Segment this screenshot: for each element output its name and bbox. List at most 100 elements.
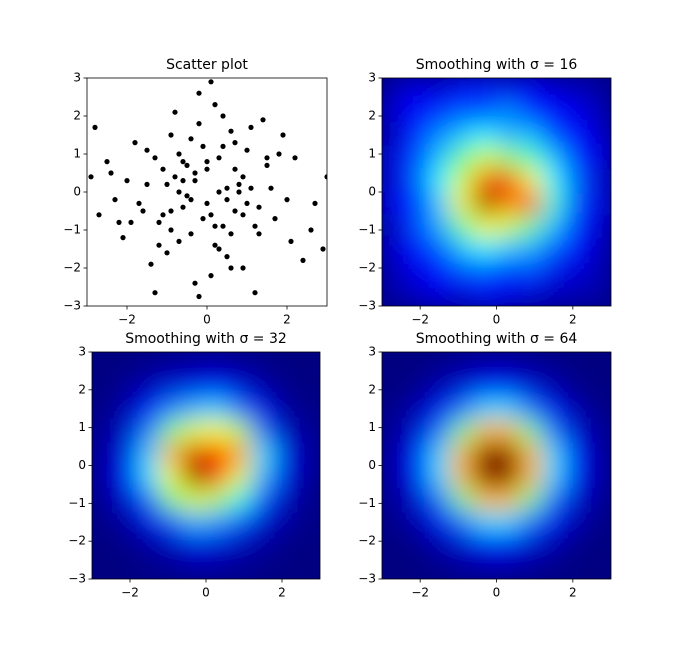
heatmap-cell: [564, 397, 589, 421]
heatmap-cell: [564, 191, 589, 216]
heatmap-cell: [427, 533, 451, 557]
point: [224, 185, 230, 191]
heatmap-cell: [382, 487, 406, 512]
heatmap-cell: [228, 556, 252, 579]
heatmap-cell: [404, 214, 429, 238]
heatmap-cell: [450, 510, 474, 534]
point: [244, 147, 250, 153]
heatmap-cell: [496, 352, 520, 375]
heatmap-cell: [496, 442, 520, 466]
heatmap-cell: [496, 260, 520, 284]
heatmap-cell: [473, 487, 497, 512]
point: [256, 204, 262, 210]
heatmap-cell: [251, 419, 275, 444]
point: [224, 254, 230, 260]
y-tick-label: 3: [73, 71, 81, 85]
point: [120, 235, 126, 241]
heatmap-cell: [473, 465, 497, 489]
heatmap-cell: [137, 533, 161, 557]
heatmap-cell: [427, 123, 451, 147]
heatmap-cell: [160, 510, 184, 534]
heatmap-cell: [496, 510, 520, 534]
point: [308, 227, 314, 233]
heatmap-cell: [182, 352, 207, 375]
heatmap-cell: [137, 442, 161, 466]
heatmap-cell: [542, 374, 566, 398]
point: [96, 212, 102, 218]
point: [192, 178, 198, 184]
heatmap-cell: [92, 397, 116, 421]
heatmap-cell: [137, 397, 161, 421]
point: [208, 79, 214, 85]
point: [224, 197, 230, 203]
heatmap-cell: [382, 123, 406, 147]
heatmap-cells: [382, 352, 611, 579]
x-tick-label: 0: [202, 586, 210, 600]
heatmap-cell: [587, 419, 611, 444]
y-tick-label: 2: [78, 382, 86, 396]
heatmap-cell: [205, 510, 230, 534]
heatmap-cell: [450, 419, 474, 444]
x-tick-label: −2: [411, 313, 429, 327]
heatmap-cell: [251, 533, 275, 557]
heatmap-cell: [404, 282, 429, 306]
heatmap-cell: [114, 397, 138, 421]
x-tick-label: −2: [411, 586, 429, 600]
heatmap-cell: [296, 465, 320, 489]
heatmap-cell: [564, 214, 589, 238]
heatmap-cell: [450, 123, 474, 147]
x-tick-label: 0: [203, 313, 211, 327]
heatmap-cell: [382, 168, 406, 193]
heatmap-cell: [427, 191, 451, 216]
heatmap-cell: [427, 146, 451, 170]
heatmap-cell: [473, 556, 497, 579]
heatmap-cell: [160, 352, 184, 375]
heatmap-cell: [473, 214, 497, 238]
heatmap-cell: [114, 510, 138, 534]
point: [164, 250, 170, 256]
heatmap-cell: [427, 556, 451, 579]
point: [196, 90, 202, 96]
heatmap-cell: [137, 465, 161, 489]
heatmap-cell: [473, 533, 497, 557]
heatmap-cell: [274, 397, 298, 421]
x-tick-label: 0: [493, 313, 501, 327]
heatmap-cell: [564, 533, 589, 557]
heatmap-cell: [228, 397, 252, 421]
heatmap-image: [382, 78, 611, 306]
heatmap-cell: [382, 419, 406, 444]
heatmap-cell: [382, 146, 406, 170]
heatmap-cell: [296, 397, 320, 421]
heatmap-cell: [296, 374, 320, 398]
point: [252, 290, 258, 296]
heatmap-cell: [427, 168, 451, 193]
heatmap-cell: [382, 282, 406, 306]
heatmap-cell: [542, 168, 566, 193]
heatmap-cell: [92, 487, 116, 512]
heatmap-cell: [427, 100, 451, 124]
point: [312, 200, 318, 206]
point: [256, 231, 262, 237]
heatmap-cell: [182, 442, 207, 466]
point: [232, 166, 238, 172]
heatmap-cell: [404, 533, 429, 557]
heatmap-cell: [205, 487, 230, 512]
heatmap-cell: [564, 352, 589, 375]
heatmap-cell: [296, 556, 320, 579]
point: [220, 113, 226, 119]
heatmap-cell: [519, 419, 543, 444]
heatmap-cell: [496, 100, 520, 124]
heatmap-cell: [564, 260, 589, 284]
point: [188, 231, 194, 237]
heatmap-cell: [564, 510, 589, 534]
heatmap-cell: [92, 465, 116, 489]
y-tick-label: 1: [73, 147, 81, 161]
heatmap-cell: [564, 168, 589, 193]
heatmap-cell: [473, 442, 497, 466]
heatmap-cell: [496, 237, 520, 261]
heatmap-image: [382, 352, 611, 579]
x-tick-label: −2: [118, 313, 136, 327]
heatmap-cell: [160, 374, 184, 398]
y-tick-label: −1: [68, 496, 86, 510]
